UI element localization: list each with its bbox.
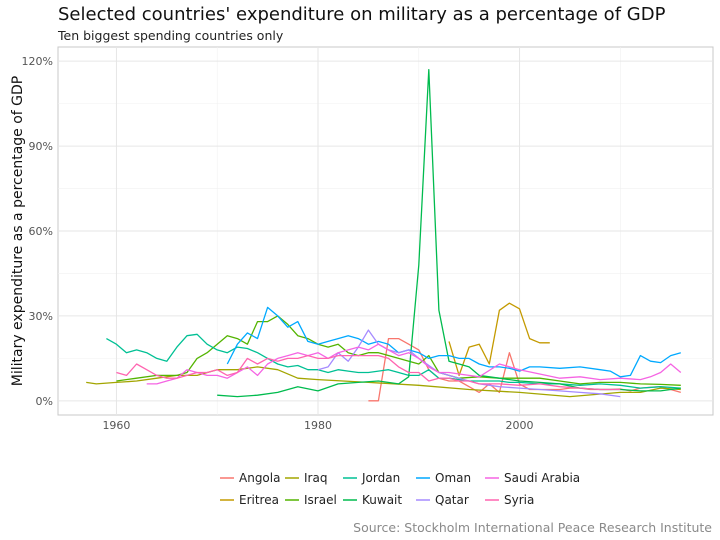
legend-label-qatar: Qatar — [435, 493, 469, 507]
series-line-syria — [116, 354, 621, 391]
series-line-iraq — [86, 366, 681, 398]
source-caption: Source: Stockholm International Peace Re… — [353, 520, 712, 535]
y-tick-label: 0% — [36, 395, 53, 408]
legend-label-oman: Oman — [435, 471, 471, 485]
y-tick-label: 30% — [29, 310, 53, 323]
series-line-eritrea — [448, 302, 550, 377]
axis-ticks: 0% 30% 60% 90% 120% 1960 1980 2000 — [22, 55, 534, 432]
series-line-saudi-arabia — [146, 343, 682, 385]
series-lines — [86, 68, 682, 402]
series-line-israel — [116, 315, 681, 386]
legend-label-saudi-arabia: Saudi Arabia — [504, 471, 580, 485]
y-tick-label: 90% — [29, 140, 53, 153]
series-line-oman — [226, 306, 681, 378]
legend-label-jordan: Jordan — [361, 471, 400, 485]
legend-label-iraq: Iraq — [304, 471, 327, 485]
x-tick-label: 1960 — [102, 419, 130, 432]
legend-label-israel: Israel — [304, 493, 337, 507]
chart-subtitle: Ten biggest spending countries only — [57, 28, 284, 43]
x-tick-label: 1980 — [304, 419, 332, 432]
y-tick-label: 60% — [29, 225, 53, 238]
y-tick-label: 120% — [22, 55, 53, 68]
legend-label-syria: Syria — [504, 493, 534, 507]
y-axis-label: Military expenditure as a percentage of … — [10, 76, 26, 387]
chart-title: Selected countries' expenditure on milit… — [58, 4, 666, 25]
x-tick-label: 2000 — [506, 419, 534, 432]
legend-label-kuwait: Kuwait — [362, 493, 402, 507]
legend: Angola Iraq Jordan Oman Saudi Arabia Eritrea I… — [220, 471, 580, 507]
legend-label-angola: Angola — [239, 471, 280, 485]
series-line-jordan — [106, 333, 681, 389]
legend-label-eritrea: Eritrea — [239, 493, 279, 507]
grid-lines — [58, 47, 713, 415]
